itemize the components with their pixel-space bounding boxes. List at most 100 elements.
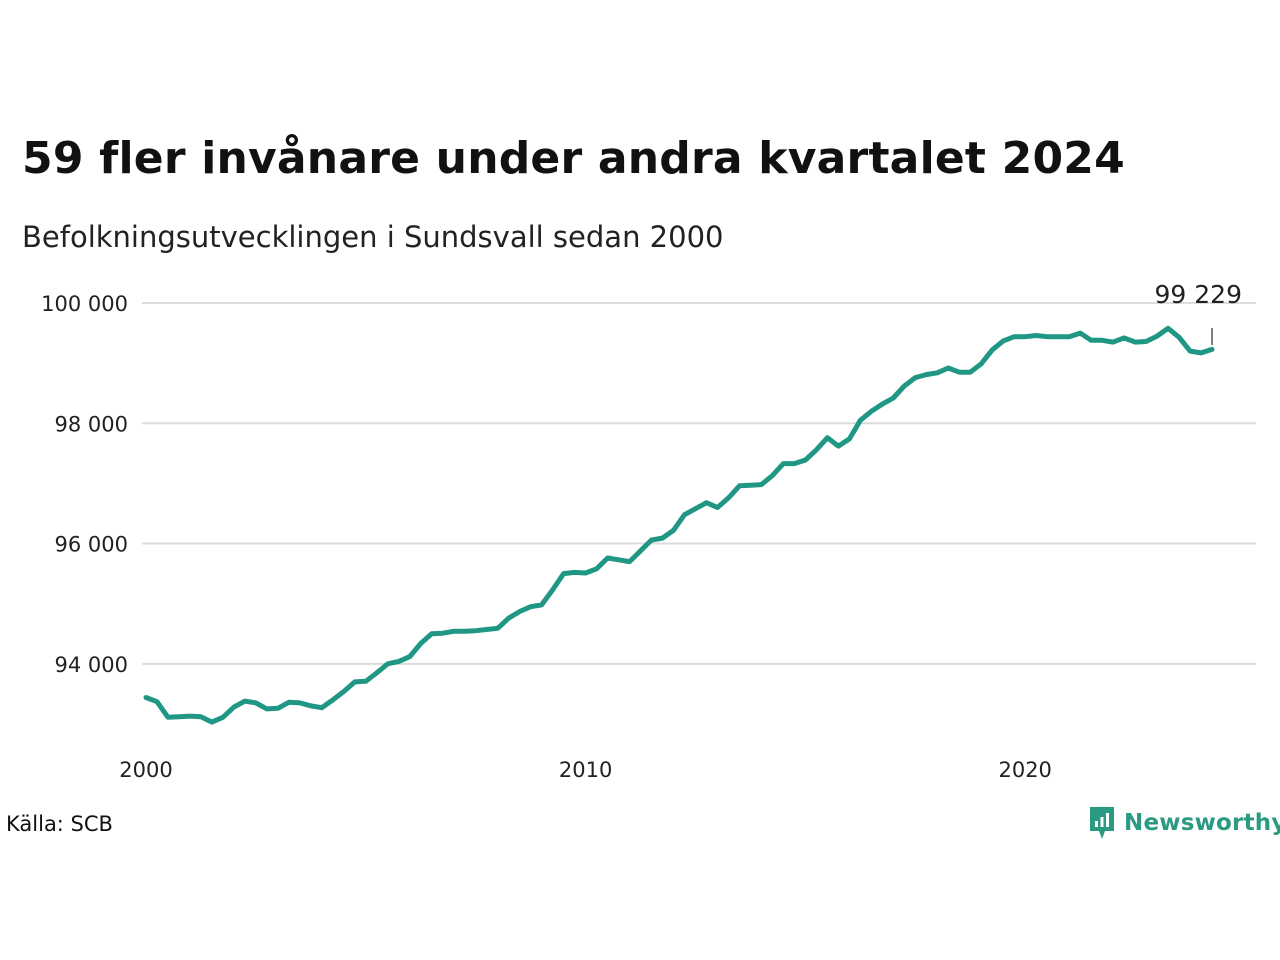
data-point (825, 435, 830, 440)
data-point (583, 571, 588, 576)
data-point (594, 566, 599, 571)
data-point (1056, 334, 1061, 339)
end-value-label: 99 229 (1155, 280, 1242, 309)
data-point (770, 473, 775, 478)
data-point (286, 700, 291, 705)
data-point (1023, 334, 1028, 339)
x-tick-label: 2020 (998, 758, 1051, 782)
data-point (209, 720, 214, 725)
data-point (880, 402, 885, 407)
data-point (968, 370, 973, 375)
data-point (352, 679, 357, 684)
data-point (440, 631, 445, 636)
data-point (462, 629, 467, 634)
data-point (693, 506, 698, 511)
data-point (407, 654, 412, 659)
data-point (781, 461, 786, 466)
data-point (396, 659, 401, 664)
data-point (242, 699, 247, 704)
data-point (319, 705, 324, 710)
data-point (836, 444, 841, 449)
data-point (1111, 340, 1116, 345)
population-series-line (143, 325, 1215, 725)
data-point (473, 628, 478, 633)
data-point (726, 495, 731, 500)
data-point (1067, 334, 1072, 339)
data-point (660, 536, 665, 541)
data-point (1155, 334, 1160, 339)
data-point (1089, 338, 1094, 343)
data-point (374, 670, 379, 675)
series-layer (143, 325, 1215, 725)
data-point (891, 396, 896, 401)
data-point (275, 706, 280, 711)
data-point (341, 689, 346, 694)
data-point (1034, 333, 1039, 338)
data-point (297, 700, 302, 705)
data-point (385, 661, 390, 666)
data-point (704, 500, 709, 505)
data-point (957, 370, 962, 375)
data-point (1166, 326, 1171, 331)
data-point (363, 679, 368, 684)
data-point (231, 705, 236, 710)
data-point (495, 626, 500, 631)
x-tick-label: 2010 (559, 758, 612, 782)
data-point (627, 559, 632, 564)
data-point (199, 714, 204, 719)
data-point (1012, 334, 1017, 339)
data-point (1100, 338, 1105, 343)
data-point (1133, 340, 1138, 345)
data-point (1045, 334, 1050, 339)
data-point (528, 604, 533, 609)
grid-lines (142, 302, 1256, 665)
data-point (869, 409, 874, 414)
newsworthy-logo-icon (1090, 807, 1114, 839)
data-point (946, 366, 951, 371)
data-point (737, 483, 742, 488)
data-point (561, 571, 566, 576)
data-point (1188, 349, 1193, 354)
chart-title: 59 fler invånare under andra kvartalet 2… (22, 133, 1125, 184)
data-point (1122, 335, 1127, 340)
data-point (759, 482, 764, 487)
data-point (1177, 335, 1182, 340)
data-point (1078, 331, 1083, 336)
data-point (979, 361, 984, 366)
data-point (220, 715, 225, 720)
data-point (144, 695, 149, 700)
data-point (638, 548, 643, 553)
data-point (429, 631, 434, 636)
brand-logo: Newsworthy (1088, 803, 1280, 843)
data-point (572, 570, 577, 575)
data-point (792, 461, 797, 466)
y-tick-label: 96 000 (55, 533, 128, 557)
data-point (924, 372, 929, 377)
data-point (649, 538, 654, 543)
data-point (506, 616, 511, 621)
data-point (990, 347, 995, 352)
data-point (451, 629, 456, 634)
data-point (418, 641, 423, 646)
data-point (616, 557, 621, 562)
data-point (330, 697, 335, 702)
data-point (682, 512, 687, 517)
x-tick-label: 2000 (119, 758, 172, 782)
data-point (264, 706, 269, 711)
data-point (1144, 339, 1149, 344)
data-point (253, 700, 258, 705)
data-point (858, 418, 863, 423)
data-point (935, 370, 940, 375)
chart-subtitle: Befolkningsutvecklingen i Sundsvall seda… (22, 220, 724, 254)
data-point (1199, 350, 1204, 355)
data-point (550, 587, 555, 592)
data-point (913, 375, 918, 380)
data-point (902, 384, 907, 389)
data-point (166, 715, 171, 720)
y-axis-tick-labels: 94 000 96 000 98 000 100 000 (41, 292, 128, 677)
y-tick-label: 100 000 (41, 292, 128, 316)
data-point (308, 703, 313, 708)
data-point (814, 447, 819, 452)
source-note: Källa: SCB (6, 812, 113, 836)
